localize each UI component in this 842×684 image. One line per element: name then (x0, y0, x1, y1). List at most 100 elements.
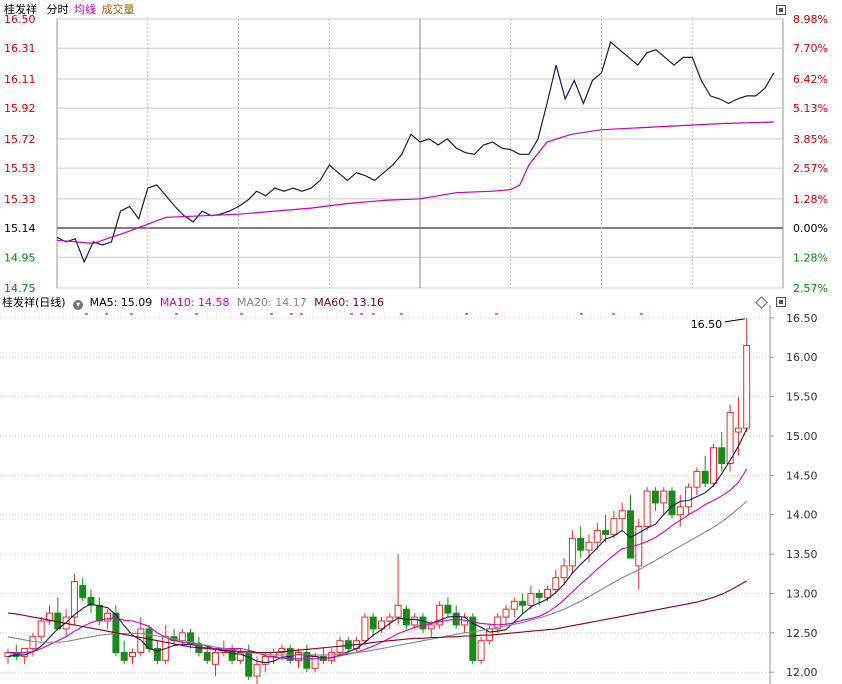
candle-body (129, 652, 136, 657)
candle-body (402, 608, 410, 626)
candle-body (79, 585, 87, 598)
intraday-left-tick: 15.14 (4, 222, 36, 235)
candle-body (394, 604, 402, 618)
candle-body (544, 589, 551, 598)
candle-body (635, 526, 643, 567)
candle-body (436, 604, 444, 626)
candle-body (311, 655, 319, 669)
intraday-left-tick: 16.11 (4, 73, 36, 86)
intraday-left-tick: 14.95 (4, 251, 36, 264)
daily-title: 桂发祥(日线) (2, 296, 66, 309)
candle-body (95, 604, 103, 622)
candle-body (477, 640, 485, 661)
candle-body (278, 648, 286, 654)
candle-body (178, 632, 186, 642)
candle-body (344, 640, 352, 650)
candle-body (427, 624, 435, 630)
candle-body (104, 612, 112, 622)
intraday-header: 桂发祥 分时 均线 成交量 (4, 3, 135, 17)
intraday-right-tick: 6.42% (793, 73, 828, 86)
intraday-avg-line (56, 121, 774, 245)
daily-tick-label: 14.00 (786, 509, 818, 522)
intraday-right-tick: 7.70% (793, 42, 828, 55)
candle-body (87, 596, 95, 606)
high-annotation: 16.50 (691, 318, 723, 331)
daily-tick-label: 15.00 (786, 430, 818, 443)
candle-body (527, 592, 535, 606)
candle-body (29, 636, 37, 650)
ma10-label: MA10: 14.58 (159, 296, 230, 309)
candle-body (469, 616, 477, 661)
candle-body (577, 537, 585, 551)
candle-body (701, 470, 709, 484)
tab-avg-line[interactable]: 均线 (74, 3, 96, 16)
daily-tick-label: 13.50 (786, 548, 818, 561)
ma20-label: MA20: 14.17 (237, 296, 307, 309)
candle-body (618, 510, 626, 520)
ma60-label: MA60: 13.16 (314, 296, 384, 309)
candle-body (627, 510, 634, 559)
maximize-daily-icon[interactable] (776, 297, 786, 307)
high-annotation-arrow (724, 318, 745, 323)
intraday-right-tick: 2.57% (793, 282, 828, 295)
daily-header: 桂发祥(日线) ▾ MA5: 15.09 MA10: 14.58 MA20: 1… (2, 296, 384, 310)
candle-body (685, 486, 693, 508)
ma5-label: MA5: 15.09 (89, 296, 153, 309)
candle-body (676, 506, 684, 516)
intraday-left-tick: 16.50 (4, 13, 36, 26)
candle-body (726, 411, 734, 465)
candle-body (734, 427, 742, 433)
intraday-right-tick: 3.85% (793, 133, 828, 146)
candle-body (535, 592, 543, 598)
intraday-right-tick: 1.28% (793, 193, 828, 206)
daily-tick-label: 14.50 (786, 469, 818, 482)
candle-body (610, 518, 618, 535)
candle-body (693, 470, 701, 488)
candle-body (494, 616, 502, 630)
daily-tick-label: 15.50 (786, 391, 818, 404)
intraday-left-tick: 15.53 (4, 162, 36, 175)
candle-body (651, 490, 659, 504)
intraday-left-tick: 15.33 (4, 193, 36, 206)
candle-body (295, 652, 302, 661)
candle-body (378, 620, 385, 630)
intraday-left-tick: 15.72 (4, 133, 36, 146)
candle-body (510, 600, 518, 610)
intraday-left-tick: 15.92 (4, 102, 36, 115)
candle-body (236, 652, 244, 661)
intraday-right-tick: 5.13% (793, 102, 828, 115)
candle-body (602, 529, 610, 535)
tab-volume[interactable]: 成交量 (101, 3, 135, 16)
candle-body (593, 529, 601, 543)
candle-body (710, 447, 717, 484)
candle-body (153, 648, 161, 661)
intraday-right-tick: 2.57% (793, 162, 828, 175)
daily-tick-label: 16.00 (786, 351, 818, 364)
candle-body (303, 652, 311, 669)
intraday-right-tick: 0.00% (793, 222, 828, 235)
ma-line-ma60 (7, 580, 747, 654)
candle-body (519, 600, 527, 606)
ma-line-ma20 (7, 500, 748, 656)
candle-body (560, 565, 568, 579)
candle-body (203, 652, 211, 661)
candle-body (212, 652, 219, 665)
collapse-icon[interactable]: ▾ (73, 300, 84, 310)
candle-body (585, 541, 593, 551)
candle-body (568, 537, 576, 567)
candle-body (369, 616, 377, 630)
daily-tick-label: 13.00 (786, 587, 818, 600)
candle-body (660, 490, 668, 504)
candle-body (668, 490, 676, 516)
candle-body (70, 581, 78, 618)
tab-intraday[interactable]: 分时 (46, 3, 69, 16)
candle-body (253, 663, 261, 677)
candle-body (120, 652, 128, 661)
daily-tick-label: 16.50 (786, 312, 818, 325)
daily-tick-label: 12.00 (786, 666, 818, 679)
intraday-left-tick: 16.31 (4, 42, 36, 55)
maximize-icon[interactable] (776, 5, 786, 15)
candle-body (743, 344, 751, 429)
candle-body (261, 655, 269, 665)
